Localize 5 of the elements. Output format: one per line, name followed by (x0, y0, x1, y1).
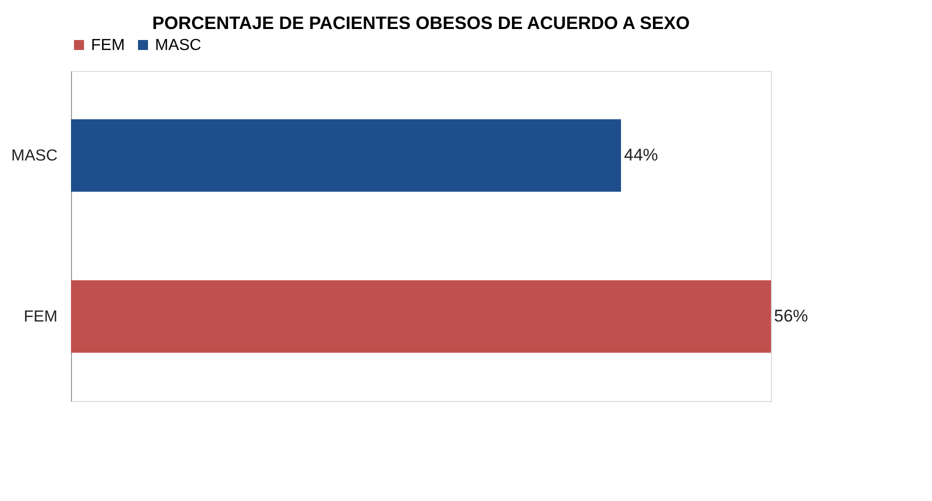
chart-title: PORCENTAJE DE PACIENTES OBESOS DE ACUERDO A SEXO (152, 13, 690, 33)
legend-label: MASC (155, 37, 202, 54)
data-label: 56% (774, 306, 808, 326)
legend-label: FEM (91, 37, 125, 54)
data-label: 44% (624, 146, 658, 165)
